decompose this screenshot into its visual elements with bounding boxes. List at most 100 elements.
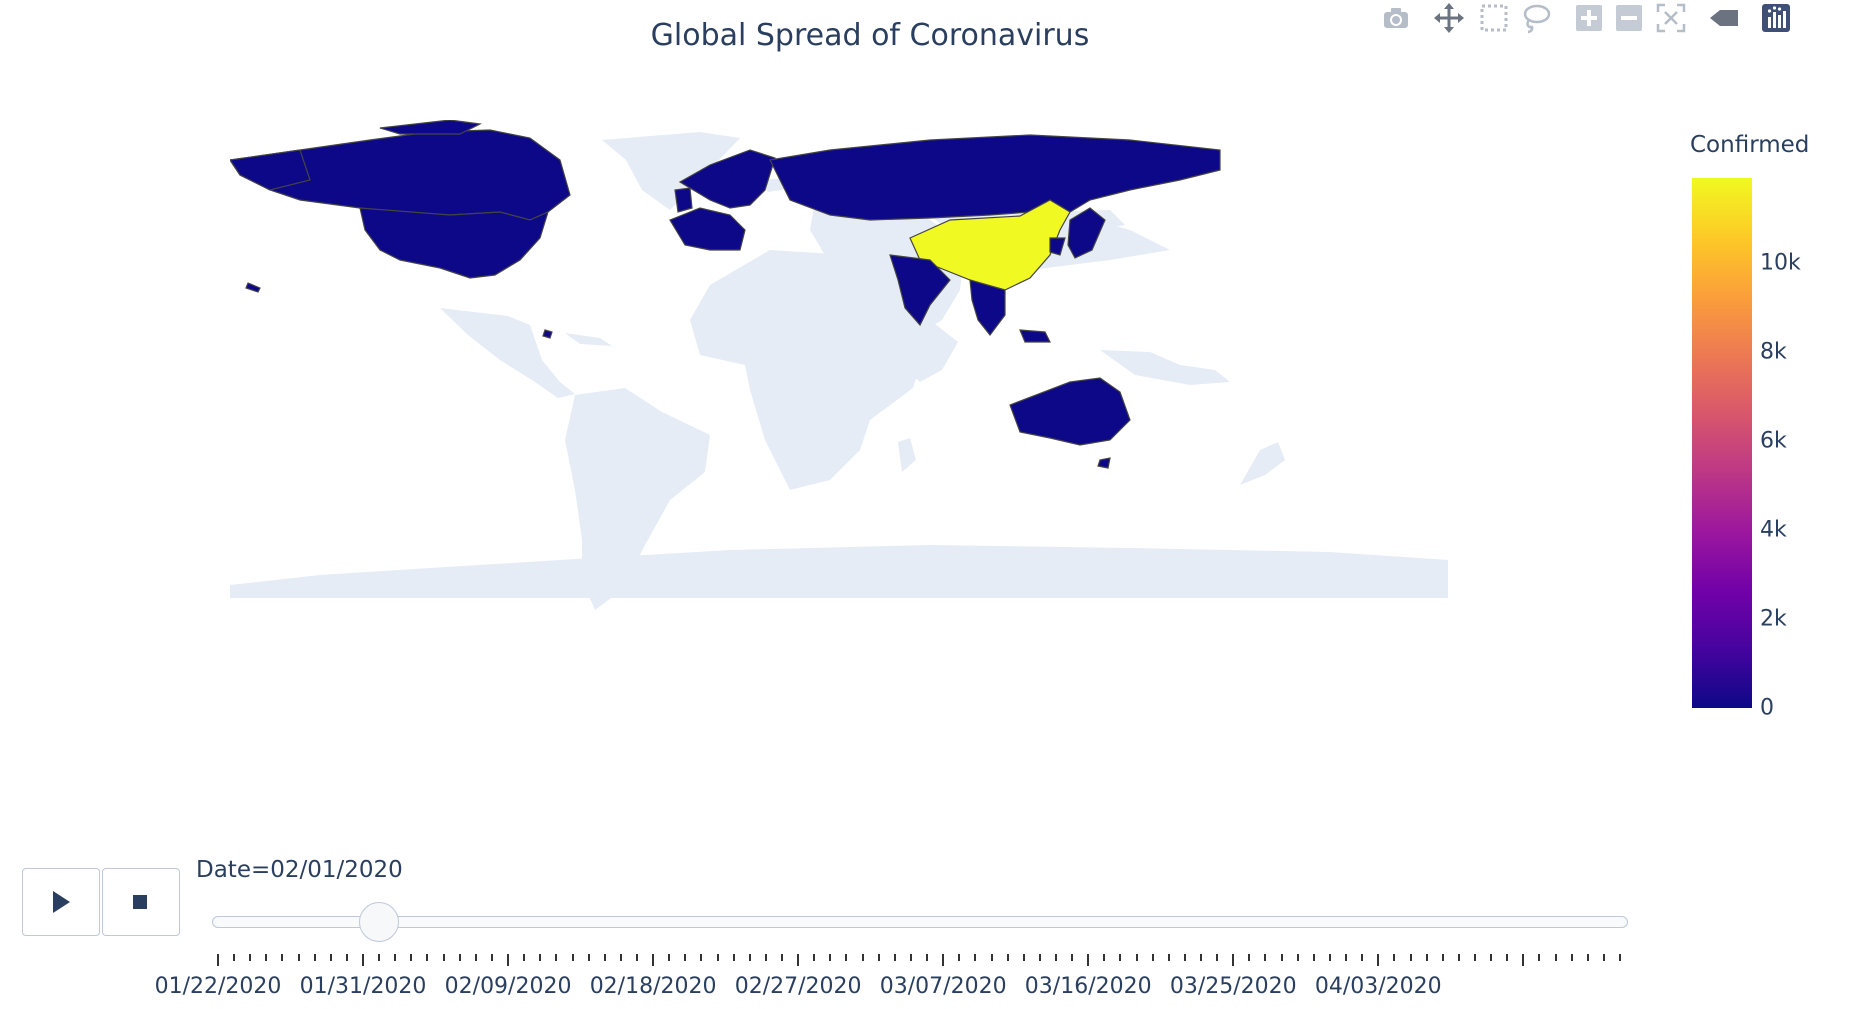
slider-minor-tick: [1473, 954, 1476, 961]
slider-minor-tick: [458, 954, 461, 961]
slider-minor-tick: [410, 954, 413, 961]
slider-minor-tick: [1312, 954, 1315, 961]
slider-minor-tick: [829, 954, 832, 961]
slider-minor-tick: [1490, 954, 1493, 961]
slider-tick-label[interactable]: 02/09/2020: [444, 974, 572, 999]
slider-minor-tick: [861, 954, 864, 961]
slider-minor-tick: [265, 954, 268, 961]
slider-major-tick: [1087, 954, 1090, 966]
slider-minor-tick: [1038, 954, 1041, 961]
stop-button[interactable]: [102, 868, 180, 936]
slider-minor-tick: [732, 954, 735, 961]
slider-minor-tick: [716, 954, 719, 961]
slider-tick-label[interactable]: 01/22/2020: [154, 974, 282, 999]
slider-minor-tick: [587, 954, 590, 961]
slider-minor-tick: [1264, 954, 1267, 961]
slider-minor-tick: [378, 954, 381, 961]
slider-minor-tick: [1361, 954, 1364, 961]
slider-minor-tick: [1619, 954, 1621, 961]
slider-minor-tick: [619, 954, 622, 961]
slider-tick-label[interactable]: 01/31/2020: [299, 974, 427, 999]
slider-minor-tick: [909, 954, 912, 961]
slider-minor-tick: [1022, 954, 1025, 961]
slider-minor-tick: [813, 954, 816, 961]
colorbar-tick-label: 6k: [1760, 428, 1787, 454]
slider-major-tick: [797, 954, 800, 966]
colorbar-tick-label: 0: [1760, 695, 1774, 721]
slider-minor-tick: [329, 954, 332, 961]
slider-minor-tick: [1248, 954, 1251, 961]
slider-tick-label[interactable]: 03/16/2020: [1024, 974, 1152, 999]
world-map[interactable]: [228, 119, 1448, 718]
zoom-in-icon[interactable]: [1573, 2, 1605, 34]
slider-minor-tick: [523, 954, 526, 961]
slider-minor-tick: [1054, 954, 1057, 961]
slider-major-tick: [1232, 954, 1235, 966]
lasso-select-icon[interactable]: [1520, 2, 1552, 34]
slider-minor-tick: [1200, 954, 1202, 961]
slider-minor-tick: [1457, 954, 1460, 961]
slider-current-value: Date=02/01/2020: [196, 857, 403, 883]
zoom-out-icon[interactable]: [1613, 2, 1645, 34]
slider-minor-tick: [249, 954, 252, 961]
slider-tick-label[interactable]: 03/07/2020: [879, 974, 1007, 999]
pan-icon[interactable]: [1433, 2, 1465, 34]
slider-minor-tick: [1167, 954, 1170, 961]
play-button[interactable]: [22, 868, 100, 936]
colorbar-tick-label: 4k: [1760, 517, 1787, 543]
slider-minor-tick: [974, 954, 977, 961]
camera-icon[interactable]: [1380, 2, 1412, 34]
slider-minor-tick: [571, 954, 574, 961]
slider-major-tick: [217, 954, 219, 966]
slider-minor-tick: [700, 954, 703, 961]
slider-minor-tick: [1103, 954, 1106, 961]
colorbar-tick-label: 10k: [1760, 250, 1801, 276]
slider-major-tick: [362, 954, 365, 966]
slider-minor-tick: [1554, 954, 1557, 961]
slider-minor-tick: [1441, 954, 1444, 961]
slider-minor-tick: [281, 954, 284, 961]
slider-minor-tick: [845, 954, 848, 961]
slider-minor-tick: [233, 954, 236, 961]
stop-icon: [133, 895, 147, 909]
slider-minor-tick: [1345, 954, 1348, 961]
slider-major-tick: [942, 954, 945, 966]
slider-minor-tick: [877, 954, 880, 961]
slider-minor-tick: [297, 954, 300, 961]
slider-major-tick: [507, 954, 510, 966]
slider-minor-tick: [958, 954, 961, 961]
slider-tick-label[interactable]: 02/27/2020: [734, 974, 862, 999]
colorbar-title: Confirmed: [1690, 132, 1810, 158]
box-select-icon[interactable]: [1478, 2, 1510, 34]
slider-minor-tick: [1135, 954, 1138, 961]
slider-tick-label[interactable]: 04/03/2020: [1314, 974, 1442, 999]
slider-minor-tick: [893, 954, 896, 961]
slider-minor-tick: [764, 954, 767, 961]
slider-minor-tick: [426, 954, 429, 961]
slider-rail[interactable]: [212, 916, 1628, 928]
reset-view-icon[interactable]: [1655, 2, 1687, 34]
slider-minor-tick: [1183, 954, 1186, 961]
slider-minor-tick: [539, 954, 542, 961]
slider-major-tick: [652, 954, 655, 966]
slider-minor-tick: [555, 954, 558, 961]
slider-minor-tick: [474, 954, 477, 961]
slider-minor-tick: [1216, 954, 1219, 961]
slider-minor-tick: [603, 954, 606, 961]
slider-minor-tick: [668, 954, 671, 961]
slider-tick-label[interactable]: 03/25/2020: [1169, 974, 1297, 999]
chart-title: Global Spread of Coronavirus: [650, 18, 1090, 53]
plotly-logo-icon[interactable]: [1760, 2, 1792, 34]
slider-tick-label[interactable]: 02/18/2020: [589, 974, 717, 999]
slider-major-tick: [1522, 954, 1525, 966]
slider-minor-tick: [1425, 954, 1428, 961]
slider-minor-tick: [345, 954, 348, 961]
slider-minor-tick: [926, 954, 929, 961]
colorbar-gradient: [1692, 178, 1752, 708]
slider-minor-tick: [394, 954, 397, 961]
slider-minor-tick: [990, 954, 993, 961]
slider-minor-tick: [1538, 954, 1541, 961]
hover-closest-icon[interactable]: [1708, 2, 1740, 34]
slider-handle[interactable]: [359, 902, 400, 942]
slider-minor-tick: [748, 954, 751, 961]
